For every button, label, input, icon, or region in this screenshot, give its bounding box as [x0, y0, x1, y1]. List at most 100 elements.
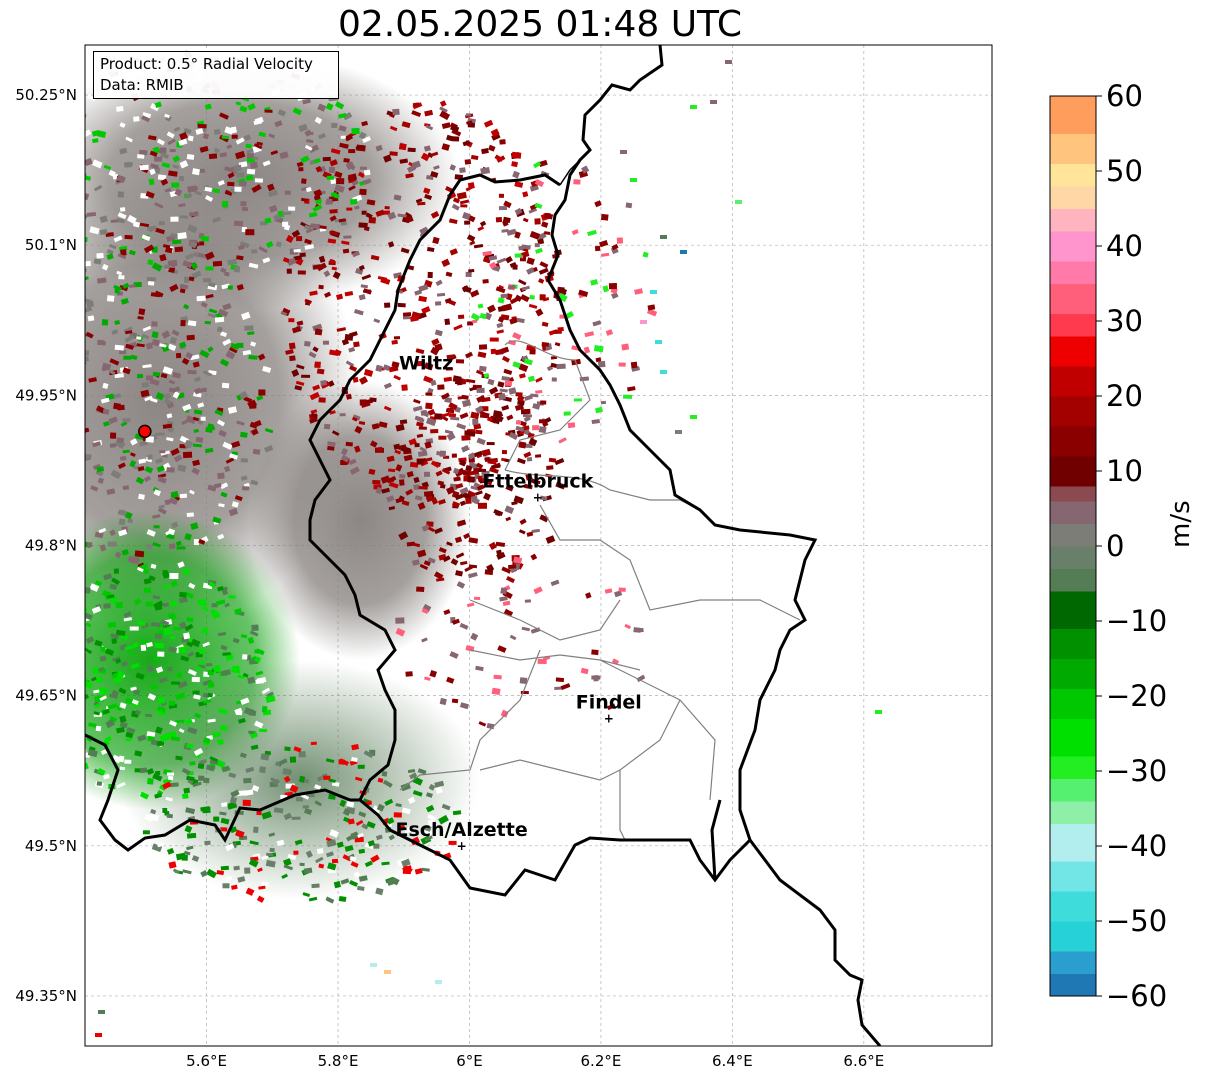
- velocity-gate: [248, 354, 258, 360]
- velocity-gate: [117, 462, 126, 469]
- velocity-gate: [256, 676, 267, 684]
- velocity-gate: [587, 229, 597, 237]
- velocity-gate: [288, 318, 295, 323]
- velocity-gate: [199, 349, 210, 359]
- velocity-gate: [43, 157, 50, 162]
- velocity-gate: [163, 398, 172, 406]
- velocity-gate: [329, 258, 336, 265]
- velocity-gate: [124, 511, 133, 520]
- velocity-gate: [68, 328, 76, 333]
- velocity-gate: [119, 702, 127, 709]
- velocity-gate: [353, 309, 364, 316]
- velocity-gate: [217, 632, 227, 637]
- velocity-gate: [75, 643, 84, 648]
- velocity-gate: [162, 781, 172, 790]
- velocity-gate: [504, 505, 515, 515]
- velocity-gate: [171, 239, 182, 245]
- velocity-gate: [402, 316, 411, 320]
- velocity-gate: [351, 756, 358, 762]
- velocity-gate: [87, 749, 98, 758]
- velocity-gate: [229, 347, 238, 354]
- velocity-gate: [327, 441, 336, 447]
- velocity-gate: [444, 396, 452, 404]
- colorbar-swatch: [1050, 163, 1096, 187]
- velocity-gate: [438, 435, 447, 440]
- velocity-gate: [217, 308, 229, 317]
- velocity-gate: [460, 560, 468, 566]
- velocity-gate: [518, 363, 529, 372]
- velocity-gate: [238, 390, 248, 400]
- velocity-gate: [455, 483, 464, 489]
- velocity-gate: [179, 341, 187, 349]
- velocity-gate: [222, 883, 230, 889]
- velocity-gate: [147, 778, 154, 785]
- velocity-gate: [298, 775, 306, 783]
- velocity-gate: [571, 229, 579, 236]
- velocity-gate: [69, 299, 77, 307]
- velocity-gate: [351, 127, 360, 135]
- velocity-gate: [187, 669, 197, 676]
- velocity-gate: [115, 658, 122, 664]
- velocity-gate: [323, 775, 331, 780]
- velocity-gate: [150, 563, 157, 569]
- velocity-gate: [211, 603, 218, 608]
- velocity-gate: [650, 290, 657, 294]
- velocity-gate: [451, 698, 459, 704]
- velocity-gate: [439, 106, 448, 113]
- velocity-gate: [359, 399, 367, 406]
- velocity-gate: [145, 713, 153, 718]
- velocity-gate: [523, 451, 532, 459]
- velocity-gate: [533, 161, 542, 169]
- product-line: Product: 0.5° Radial Velocity: [100, 55, 313, 73]
- velocity-gate: [430, 428, 439, 434]
- velocity-gate: [419, 563, 429, 570]
- velocity-gate: [162, 584, 170, 590]
- velocity-gate: [121, 661, 129, 667]
- lat-tick-label: 49.8°N: [25, 537, 77, 555]
- velocity-gate: [439, 100, 447, 107]
- velocity-gate: [92, 667, 99, 674]
- velocity-gate: [242, 672, 249, 678]
- velocity-gate: [362, 288, 372, 295]
- velocity-gate: [91, 159, 103, 169]
- velocity-gate: [465, 120, 473, 125]
- velocity-gate: [192, 168, 200, 176]
- velocity-gate: [234, 495, 243, 502]
- velocity-gate: [710, 100, 717, 104]
- velocity-gate: [400, 445, 411, 454]
- velocity-gate: [395, 497, 405, 504]
- velocity-gate: [175, 755, 183, 761]
- velocity-gate: [72, 725, 79, 731]
- velocity-gate: [539, 514, 549, 523]
- velocity-gate: [454, 467, 466, 478]
- velocity-gate: [300, 155, 310, 164]
- velocity-gate: [179, 131, 188, 141]
- velocity-gate: [501, 450, 507, 455]
- velocity-gate: [358, 848, 366, 854]
- velocity-gate: [409, 772, 418, 780]
- velocity-gate: [514, 207, 523, 216]
- velocity-gate: [533, 586, 543, 595]
- velocity-gate: [64, 713, 72, 719]
- velocity-gate: [129, 284, 136, 288]
- velocity-gate: [132, 221, 140, 228]
- colorbar-tick-label: 30: [1106, 304, 1143, 338]
- radar-echo-layer: [43, 50, 882, 1037]
- velocity-gate: [359, 188, 367, 196]
- velocity-gate: [110, 219, 118, 223]
- velocity-gate: [401, 121, 411, 129]
- velocity-gate: [345, 393, 352, 400]
- velocity-gate: [168, 266, 176, 273]
- velocity-gate: [338, 125, 347, 132]
- velocity-gate: [446, 134, 454, 142]
- velocity-gate: [497, 393, 507, 401]
- velocity-gate: [363, 368, 374, 377]
- velocity-gate: [526, 257, 535, 265]
- velocity-gate: [106, 488, 116, 495]
- velocity-gate: [170, 580, 178, 588]
- velocity-gate: [184, 623, 194, 632]
- colorbar-tick-label: 50: [1106, 154, 1143, 188]
- velocity-gate: [258, 885, 266, 890]
- velocity-gate: [97, 687, 108, 695]
- velocity-gate: [543, 231, 551, 236]
